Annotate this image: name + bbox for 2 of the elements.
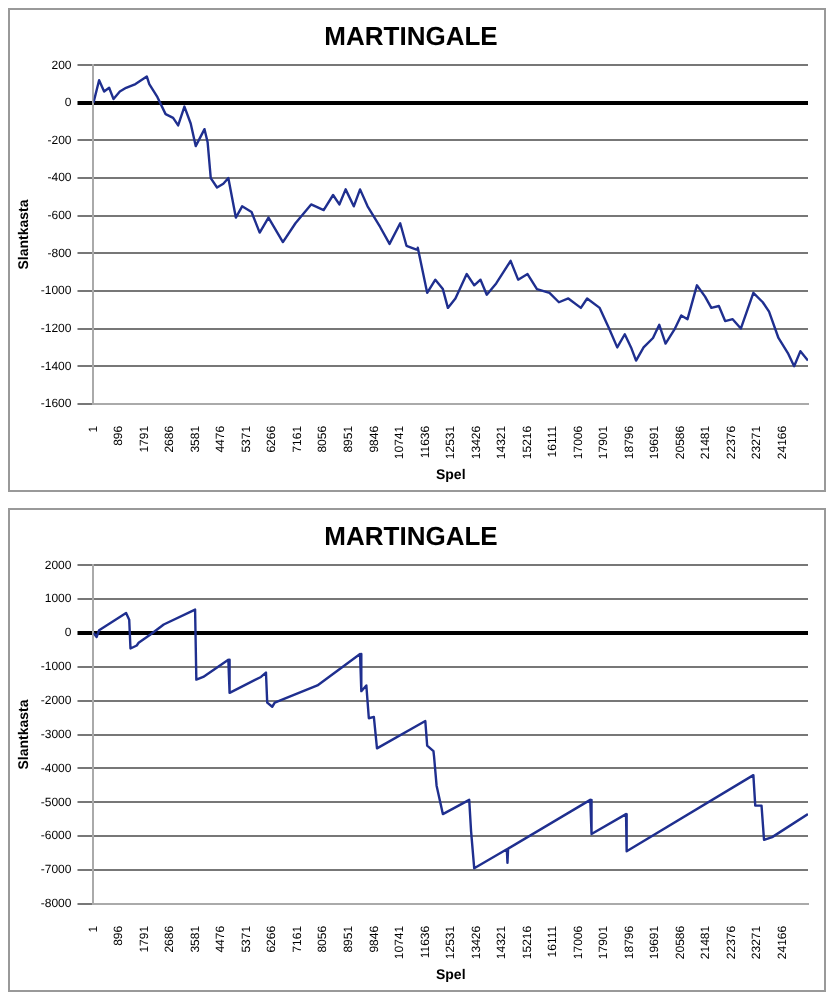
chart-title: MARTINGALE (324, 20, 499, 51)
chart-title: MARTINGALE (324, 520, 499, 551)
